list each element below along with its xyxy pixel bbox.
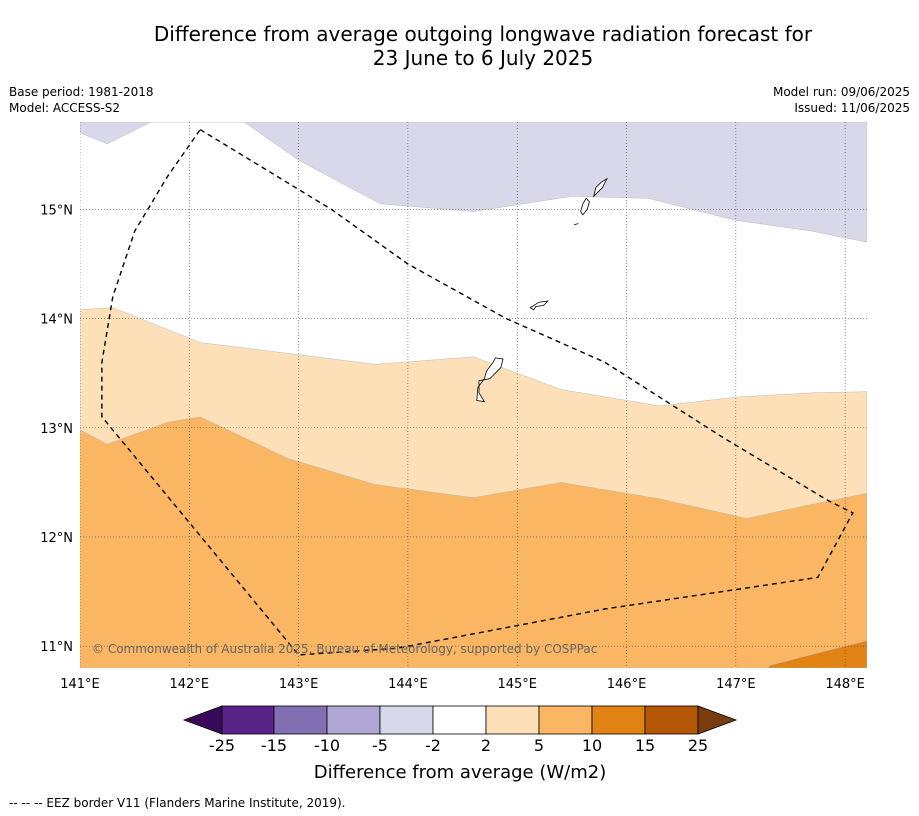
- colorbar-tick-0: -25: [209, 736, 235, 755]
- colorbar-swatch-8: [644, 705, 699, 735]
- colorbar-tick-2: -10: [314, 736, 340, 755]
- y-tick-label-4: 15°N: [40, 203, 73, 218]
- colorbar-swatch-6: [538, 705, 593, 735]
- base-period-text: Base period: 1981-2018: [9, 85, 154, 99]
- colorbar-tick-1: -15: [261, 736, 287, 755]
- map-gridlines: [80, 122, 867, 668]
- x-tick-label-1: 142°E: [170, 677, 210, 692]
- model-run-text: Model run: 09/06/2025: [772, 85, 910, 99]
- colorbar-tick-5: 2: [481, 736, 491, 755]
- y-tick-label-0: 11°N: [40, 640, 73, 655]
- x-tick-label-2: 143°E: [279, 677, 319, 692]
- eez-border: [101, 129, 854, 656]
- colorbar-tick-9: 25: [688, 736, 708, 755]
- anomaly-regions: [80, 122, 867, 668]
- model-name-text: Model: ACCESS-S2: [9, 101, 121, 115]
- chart-title: Difference from average outgoing longwav…: [0, 22, 919, 70]
- longitude-ticks: 141°E 142°E 143°E 144°E 145°E 146°E 147°E 148°E: [60, 677, 865, 692]
- colorbar-swatch-5: [485, 705, 540, 735]
- island-1: [529, 300, 549, 311]
- colorbar-tick-6: 5: [534, 736, 544, 755]
- copyright-text: © Commonwealth of Australia 2025, Bureau…: [92, 642, 597, 656]
- x-tick-label-5: 146°E: [607, 677, 647, 692]
- y-tick-label-1: 12°N: [40, 531, 73, 546]
- colorbar: [182, 705, 738, 735]
- colorbar-over-arrow: [697, 705, 738, 735]
- colorbar-ticks: -25 -15 -10 -5 -2 2 5 10 15 25: [209, 736, 708, 755]
- colorbar-label: Difference from average (W/m2): [314, 762, 606, 783]
- run-info: Model run: 09/06/2025 Issued: 11/06/2025: [773, 84, 910, 116]
- colorbar-swatch-4: [432, 705, 487, 735]
- island-outlines: [476, 177, 608, 403]
- colorbar-swatch-2: [326, 705, 381, 735]
- island-4: [574, 223, 579, 225]
- x-tick-label-0: 141°E: [60, 677, 100, 692]
- eez-border-line: [101, 129, 854, 656]
- x-tick-label-4: 145°E: [497, 677, 537, 692]
- chart-title-line1: Difference from average outgoing longwav…: [153, 22, 813, 46]
- model-info: Base period: 1981-2018 Model: ACCESS-S2: [9, 84, 154, 116]
- latitude-ticks: 11°N 12°N 13°N 14°N 15°N: [40, 203, 73, 655]
- island-0: [476, 357, 504, 403]
- colorbar-swatch-3: [379, 705, 434, 735]
- y-tick-label-2: 13°N: [40, 422, 73, 437]
- issued-text: Issued: 11/06/2025: [794, 101, 910, 115]
- x-tick-label-7: 148°E: [825, 677, 865, 692]
- colorbar-swatch-0: [221, 705, 275, 735]
- island-3: [592, 177, 608, 198]
- colorbar-tick-4: -2: [425, 736, 441, 755]
- colorbar-under-arrow: [182, 705, 223, 735]
- colorbar-swatch-1: [273, 705, 328, 735]
- colorbar-tick-3: -5: [372, 736, 388, 755]
- anomaly-region-2: [80, 416, 867, 668]
- y-tick-label-3: 14°N: [40, 313, 73, 328]
- x-tick-label-3: 144°E: [388, 677, 428, 692]
- colorbar-tick-8: 15: [635, 736, 655, 755]
- anomaly-region-0: [80, 122, 867, 243]
- island-2: [580, 197, 590, 216]
- x-tick-label-6: 147°E: [716, 677, 756, 692]
- chart-title-line2: 23 June to 6 July 2025: [372, 46, 594, 70]
- colorbar-swatch-7: [591, 705, 646, 735]
- eez-footnote: -- -- -- EEZ border V11 (Flanders Marine…: [9, 796, 346, 810]
- colorbar-tick-7: 10: [582, 736, 602, 755]
